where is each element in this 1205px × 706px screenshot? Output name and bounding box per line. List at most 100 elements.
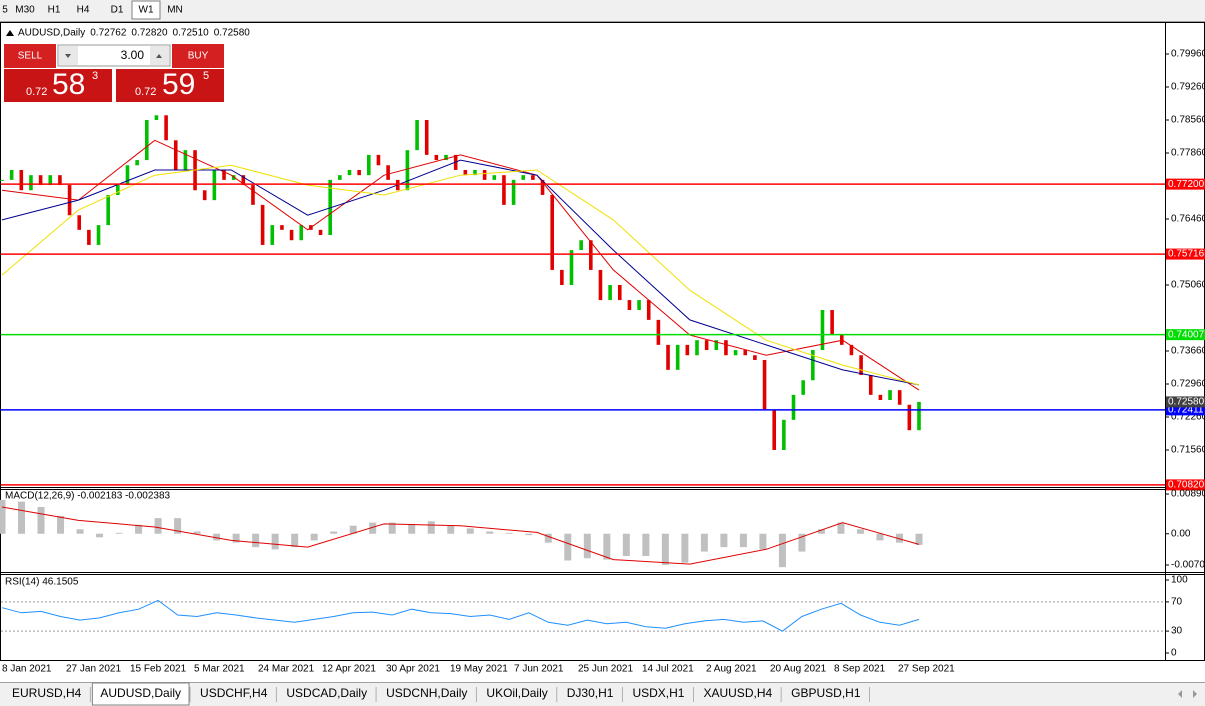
candle bbox=[251, 185, 255, 205]
macd-bar bbox=[622, 533, 630, 557]
timeframe-button[interactable] bbox=[131, 0, 161, 20]
volume-down-arrow bbox=[65, 54, 71, 58]
x-tick-label: 27 Jan 2021 bbox=[66, 664, 121, 675]
volume[interactable]: 3.00 bbox=[121, 48, 145, 62]
candle bbox=[473, 169, 477, 176]
y-tick-label: 0.72960 bbox=[1171, 379, 1205, 390]
tab[interactable] bbox=[624, 685, 693, 704]
candle bbox=[299, 225, 304, 241]
timeframe-button[interactable] bbox=[161, 1, 189, 19]
timeframe-button[interactable] bbox=[40, 1, 68, 19]
rsi-line bbox=[1, 599, 920, 632]
volume-box[interactable] bbox=[57, 44, 171, 67]
timeframe-label[interactable]: 5 bbox=[2, 5, 8, 16]
macd-bar bbox=[739, 533, 747, 548]
x-tick-label: 7 Jun 2021 bbox=[514, 664, 564, 675]
tab-label[interactable]: GBPUSD,H1 bbox=[791, 686, 861, 700]
tab-label[interactable]: UKOil,Daily bbox=[486, 686, 547, 700]
macd-bar bbox=[817, 529, 825, 534]
buy-price-prefix: 0.72 bbox=[135, 86, 156, 98]
candle bbox=[762, 359, 767, 410]
y-tick-label: 0 bbox=[1171, 648, 1177, 659]
timeframe-label[interactable]: M30 bbox=[15, 5, 35, 16]
candle bbox=[859, 355, 863, 376]
macd-bar bbox=[369, 522, 377, 534]
buy-price-box[interactable] bbox=[116, 69, 224, 102]
y-tick-label: 0.79260 bbox=[1171, 82, 1205, 93]
x-tick-label: 30 Apr 2021 bbox=[386, 664, 440, 675]
tab-label[interactable]: AUDUSD,Daily bbox=[100, 686, 181, 700]
tab-label[interactable]: USDCAD,Daily bbox=[286, 686, 367, 700]
tab[interactable] bbox=[192, 685, 276, 704]
sell-label[interactable]: SELL bbox=[18, 51, 43, 62]
candle bbox=[878, 394, 883, 401]
sell-button[interactable] bbox=[4, 44, 56, 68]
timeframe-label[interactable]: MN bbox=[167, 5, 183, 16]
collapse-icon[interactable] bbox=[6, 30, 14, 36]
header-high: 0.72820 bbox=[131, 28, 168, 39]
macd-bar bbox=[564, 533, 572, 561]
timeframe-label[interactable]: D1 bbox=[111, 5, 124, 16]
macd-bar bbox=[408, 523, 416, 534]
tab-scroll[interactable] bbox=[1178, 690, 1197, 698]
timeframe-button[interactable] bbox=[103, 1, 131, 19]
sell-price-prefix: 0.72 bbox=[26, 86, 47, 98]
buy-label[interactable]: BUY bbox=[188, 51, 209, 62]
level-label-bg bbox=[1166, 479, 1205, 491]
tab[interactable] bbox=[378, 685, 476, 704]
macd-bar bbox=[252, 533, 260, 548]
header-close: 0.72580 bbox=[214, 28, 251, 39]
macd-bar bbox=[330, 531, 338, 534]
x-tick-label: 5 Mar 2021 bbox=[194, 664, 245, 675]
panel-title: RSI(14) 46.1505 bbox=[5, 577, 79, 588]
candle bbox=[376, 154, 381, 166]
candle bbox=[733, 350, 738, 356]
candle bbox=[347, 169, 352, 176]
macd-signal bbox=[1, 506, 920, 565]
x-tick-label: 8 Jan 2021 bbox=[2, 664, 52, 675]
candle bbox=[338, 175, 342, 180]
volume-up-arrow bbox=[156, 54, 162, 58]
tab[interactable] bbox=[4, 685, 90, 704]
timeframe-label[interactable]: H4 bbox=[77, 5, 90, 16]
buy-button[interactable] bbox=[172, 44, 224, 68]
tab-label[interactable]: EURUSD,H4 bbox=[12, 686, 82, 700]
timeframe-label[interactable]: W1 bbox=[139, 5, 154, 16]
candle bbox=[106, 194, 110, 226]
candle bbox=[386, 165, 390, 180]
timeframe-label[interactable]: H1 bbox=[48, 5, 61, 16]
tab[interactable] bbox=[783, 685, 869, 704]
tab[interactable] bbox=[695, 685, 781, 704]
sell-price-box[interactable] bbox=[4, 69, 112, 102]
tab-label[interactable]: DJ30,H1 bbox=[567, 686, 614, 700]
timeframe-button[interactable] bbox=[0, 1, 10, 19]
macd-bar bbox=[544, 533, 552, 543]
macd-bar bbox=[57, 515, 65, 534]
tab[interactable] bbox=[91, 682, 190, 706]
level-label: 0.70820 bbox=[1168, 480, 1205, 491]
chart-header: AUDUSD,Daily 0.72762 0.72820 0.72510 0.72580 bbox=[18, 28, 250, 39]
tab-label[interactable]: XAUUSD,H4 bbox=[703, 686, 772, 700]
candle bbox=[405, 150, 410, 191]
macd-bar bbox=[895, 533, 903, 543]
candle bbox=[502, 175, 506, 205]
candle bbox=[231, 175, 236, 180]
header-low: 0.72510 bbox=[173, 28, 210, 39]
tab[interactable] bbox=[558, 685, 622, 704]
tab[interactable] bbox=[478, 685, 556, 704]
timeframe-button[interactable] bbox=[69, 1, 97, 19]
candle bbox=[357, 169, 361, 176]
candle bbox=[579, 240, 583, 251]
candle bbox=[48, 175, 53, 186]
tab[interactable] bbox=[278, 685, 376, 704]
level-label-bg bbox=[1166, 248, 1205, 260]
tab-label[interactable]: USDCHF,H4 bbox=[200, 686, 268, 700]
macd-bar bbox=[778, 533, 786, 568]
candle bbox=[212, 169, 217, 201]
candle bbox=[0, 179, 4, 181]
tab-label[interactable]: USDX,H1 bbox=[632, 686, 684, 700]
tab-label[interactable]: USDCNH,Daily bbox=[386, 686, 467, 700]
x-tick-label: 27 Sep 2021 bbox=[898, 664, 955, 675]
timeframe-button[interactable] bbox=[11, 1, 39, 19]
